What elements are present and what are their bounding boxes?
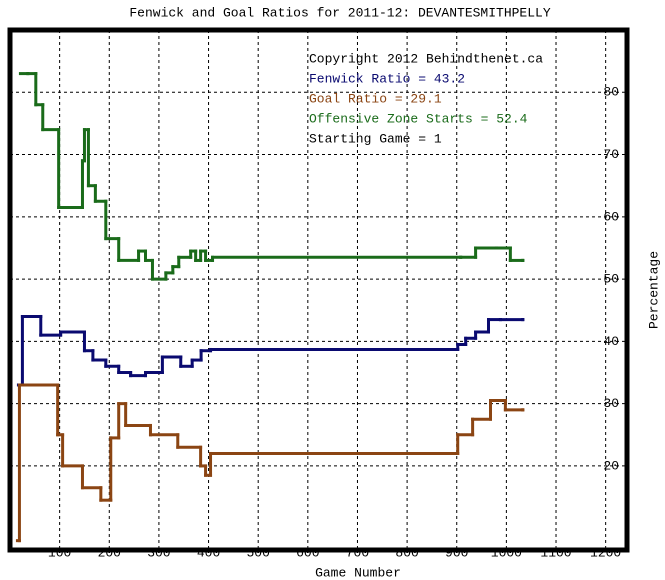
annotation: Offensive Zone Starts = 52.4 (309, 111, 528, 126)
y-tick-label: 60 (603, 209, 619, 224)
annotation: Starting Game = 1 (309, 131, 442, 146)
y-tick-label: 20 (603, 458, 619, 473)
y-axis-label: Percentage (646, 251, 661, 329)
annotation: Copyright 2012 Behindthenet.ca (309, 51, 543, 66)
chart-title: Fenwick and Goal Ratios for 2011-12: DEV… (129, 5, 550, 20)
y-tick-label: 30 (603, 396, 619, 411)
plot-border (7, 27, 630, 553)
y-tick-label: 80 (603, 85, 619, 100)
y-tick-label: 70 (603, 147, 619, 162)
y-tick-label: 50 (603, 272, 619, 287)
x-axis-label: Game Number (315, 565, 401, 580)
annotation: Fenwick Ratio = 43.2 (309, 71, 465, 86)
annotation: Goal Ratio = 29.1 (309, 91, 442, 106)
y-tick-label: 40 (603, 334, 619, 349)
